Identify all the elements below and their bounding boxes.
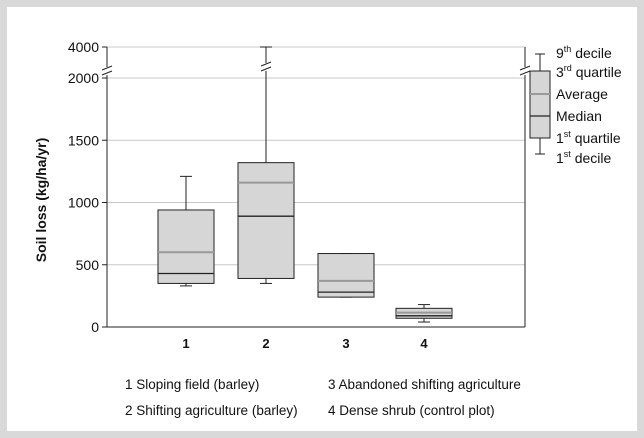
category-note-3: 3 Abandoned shifting agriculture [328,377,521,392]
legend-box-body [529,70,551,139]
box-1 [157,175,215,287]
legend-label-0: 9th decile [556,44,612,61]
y-tick-label-0: 0 [91,319,99,335]
x-tick-label-2: 2 [262,336,269,351]
axis-break-right-top [519,65,531,71]
box-4 [395,304,453,323]
box-body-2 [237,162,295,279]
x-tick-label-3: 3 [342,336,349,351]
category-note-4: 4 Dense shrub (control plot) [328,403,495,418]
box-body-1 [157,209,215,284]
box-series [157,46,453,323]
category-note-2: 2 Shifting agriculture (barley) [125,403,298,418]
x-tick-labels: 1 2 3 4 [182,336,428,351]
box-3 [317,253,375,298]
legend-label-3: Median [556,108,602,124]
axes [101,46,531,328]
whisker-break-gap-2 [261,63,271,71]
y-tick-label-4000: 4000 [68,39,99,55]
legend-box-key [529,53,551,155]
whisker-break-top-2 [260,61,272,67]
legend-label-1: 3rd quartile [556,63,622,80]
y-tick-labels: 0 500 1000 1500 2000 4000 [68,39,99,335]
whisker-break-bottom-2 [260,66,272,72]
x-tick-label-4: 4 [420,336,428,351]
axis-break-right-bottom [519,70,531,76]
box-body-3 [317,253,375,298]
y-tick-label-1000: 1000 [68,195,99,211]
y-tick-label-1500: 1500 [68,132,99,148]
axis-break-left-gap [102,67,112,75]
axis-break-right-gap [520,67,530,75]
y-tick-label-2000: 2000 [68,70,99,86]
y-axis-label: Soil loss (kg/ha/yr) [33,138,49,262]
axis-break-left-top [101,65,113,71]
y-tick-label-500: 500 [76,257,100,273]
legend-label-5: 1st decile [556,149,611,166]
category-notes: 1 Sloping field (barley) 2 Shifting agric… [125,377,521,418]
x-tick-label-1: 1 [182,336,189,351]
axis-break-left-bottom [101,70,113,76]
legend-label-4: 1st quartile [556,129,621,146]
legend-label-2: Average [556,86,608,102]
legend-labels: 9th decile 3rd quartile Average Median 1st q… [556,44,622,166]
box-2 [237,46,295,284]
category-note-1: 1 Sloping field (barley) [125,377,259,392]
